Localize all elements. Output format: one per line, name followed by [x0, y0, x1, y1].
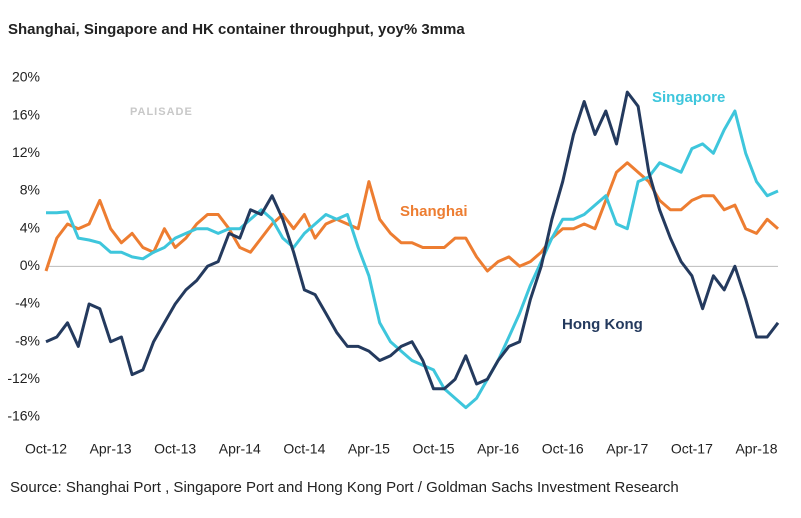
y-tick-label: -12%	[7, 370, 40, 386]
x-tick-label: Oct-16	[542, 441, 584, 457]
x-tick-label: Apr-15	[348, 441, 390, 457]
x-tick-label: Apr-16	[477, 441, 519, 457]
series-label: Shanghai	[400, 203, 468, 220]
y-tick-label: -4%	[15, 295, 40, 311]
chart-title: Shanghai, Singapore and HK container thr…	[8, 21, 465, 38]
x-tick-label: Oct-12	[25, 441, 67, 457]
x-tick-label: Oct-17	[671, 441, 713, 457]
x-tick-label: Oct-15	[413, 441, 455, 457]
series-line	[45, 90, 780, 391]
y-tick-label: 20%	[12, 69, 40, 85]
x-tick-label: Apr-17	[606, 441, 648, 457]
y-tick-label: 12%	[12, 144, 40, 160]
x-tick-label: Apr-14	[219, 441, 261, 457]
watermark: PALISADE	[130, 106, 193, 118]
x-tick-label: Apr-18	[735, 441, 777, 457]
x-tick-label: Oct-14	[283, 441, 325, 457]
y-tick-label: 4%	[20, 219, 40, 235]
source-note: Source: Shanghai Port , Singapore Port a…	[10, 479, 679, 496]
series-label: Hong Kong	[562, 316, 643, 333]
y-tick-label: 0%	[20, 257, 40, 273]
y-tick-label: -16%	[7, 408, 40, 424]
x-tick-label: Apr-13	[90, 441, 132, 457]
series-label: Singapore	[652, 89, 725, 106]
y-tick-label: -8%	[15, 332, 40, 348]
y-tick-label: 8%	[20, 182, 40, 198]
y-tick-label: 16%	[12, 106, 40, 122]
series-line	[46, 109, 779, 410]
x-tick-label: Oct-13	[154, 441, 196, 457]
